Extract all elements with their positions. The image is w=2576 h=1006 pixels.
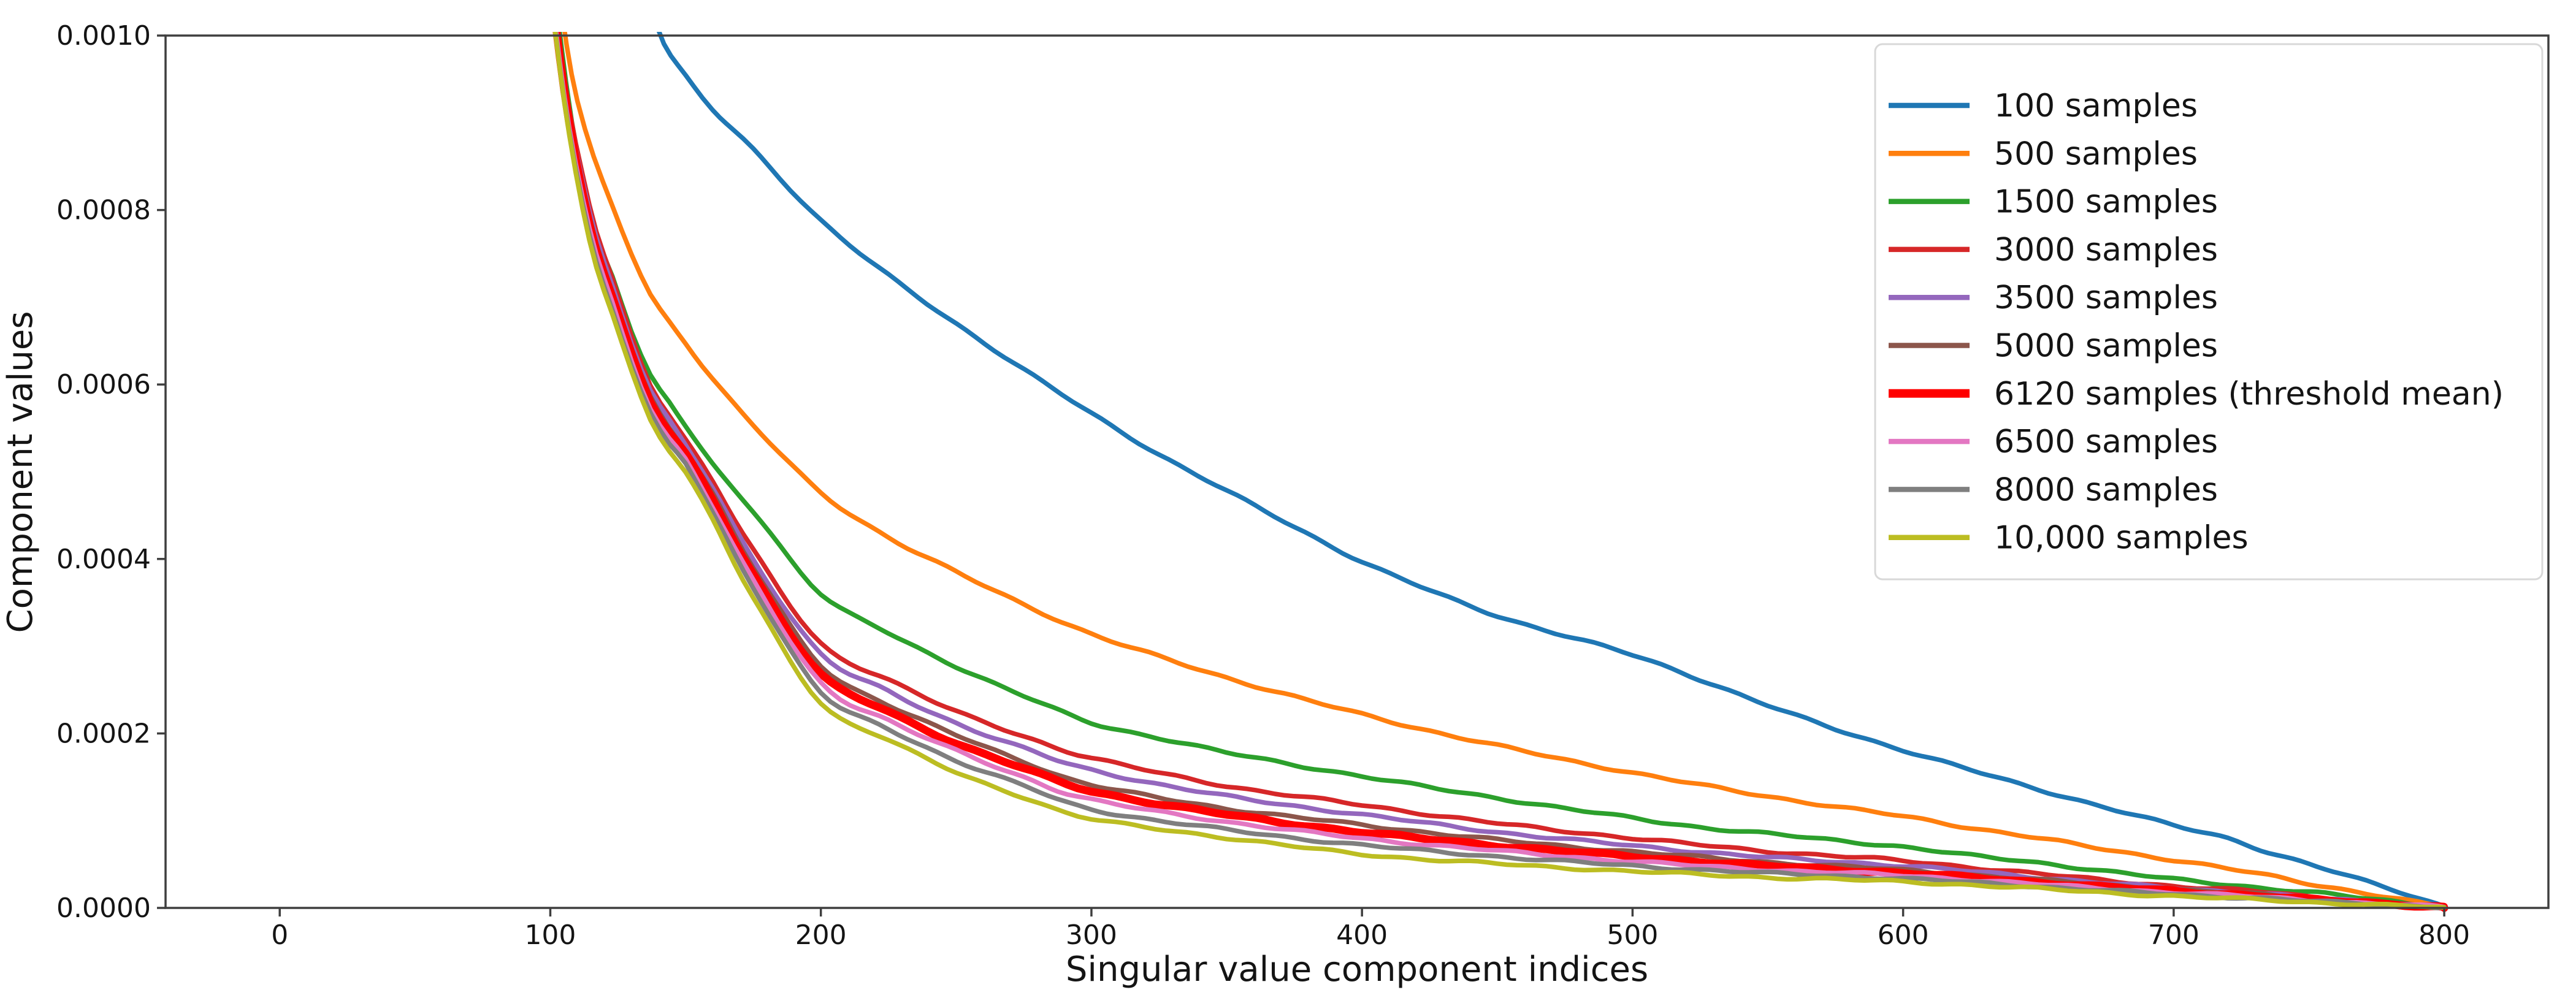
legend-label: 8000 samples <box>1994 471 2218 508</box>
legend-label: 5000 samples <box>1994 328 2218 365</box>
x-axis-label: Singular value component indices <box>1066 950 1648 989</box>
legend-entry: 8000 samples <box>1889 471 2218 508</box>
y-tick-label: 0.0010 <box>56 20 151 51</box>
legend: 100 samples 500 samples 1500 samples 3000 s… <box>1874 43 2544 581</box>
legend-label: 3000 samples <box>1994 232 2218 269</box>
legend-entry: 5000 samples <box>1889 328 2218 365</box>
series-line-500-samples <box>562 32 2447 910</box>
legend-label: 10,000 samples <box>1994 520 2249 557</box>
ticks-group: 0 100 200 300 400 500 600 700 800 0.0000 0.0002 0.0… <box>56 20 2470 951</box>
legend-label: 3500 samples <box>1994 280 2218 316</box>
y-tick-label: 0.0008 <box>56 195 151 226</box>
y-axis-label: Component values <box>1 311 40 633</box>
legend-entry: 500 samples <box>1889 135 2198 172</box>
y-tick-label: 0.0002 <box>56 718 151 749</box>
series-group <box>552 32 2448 912</box>
legend-entry: 6120 samples (threshold mean) <box>1889 376 2504 413</box>
x-tick-label: 700 <box>2148 920 2200 951</box>
legend-label: 500 samples <box>1994 135 2198 172</box>
series-line-8000-samples <box>553 32 2447 910</box>
y-tick-label: 0.0000 <box>56 893 151 924</box>
x-tick-label: 500 <box>1607 920 1658 951</box>
legend-label: 6120 samples (threshold mean) <box>1994 376 2504 413</box>
legend-entry: 100 samples <box>1889 88 2198 124</box>
series-line-1500-samples <box>557 32 2447 910</box>
x-tick-label: 0 <box>271 920 288 951</box>
x-tick-label: 800 <box>2418 920 2470 951</box>
legend-entry: 1500 samples <box>1889 184 2218 221</box>
legend-entry: 10,000 samples <box>1889 520 2249 557</box>
x-tick-label: 200 <box>795 920 847 951</box>
series-line-3500-samples <box>555 32 2447 910</box>
x-tick-label: 600 <box>1878 920 1929 951</box>
legend-entry: 3500 samples <box>1889 280 2218 316</box>
x-tick-label: 100 <box>524 920 576 951</box>
plot-area <box>164 34 2550 909</box>
x-tick-label: 300 <box>1066 920 1117 951</box>
series-line-10-000-samples <box>552 32 2447 910</box>
legend-label: 6500 samples <box>1994 424 2218 460</box>
y-tick-label: 0.0006 <box>56 369 151 400</box>
legend-entry: 3000 samples <box>1889 232 2218 269</box>
x-tick-label: 400 <box>1336 920 1388 951</box>
y-tick-label: 0.0004 <box>56 544 151 575</box>
legend-label: 100 samples <box>1994 88 2198 124</box>
legend-entry: 6500 samples <box>1889 424 2218 460</box>
series-line-100-samples <box>656 32 2447 909</box>
legend-label: 1500 samples <box>1994 184 2218 221</box>
legend-box <box>1874 43 2544 581</box>
